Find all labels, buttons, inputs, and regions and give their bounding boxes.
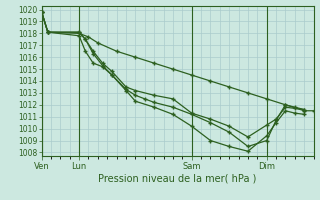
X-axis label: Pression niveau de la mer( hPa ): Pression niveau de la mer( hPa )	[99, 173, 257, 183]
